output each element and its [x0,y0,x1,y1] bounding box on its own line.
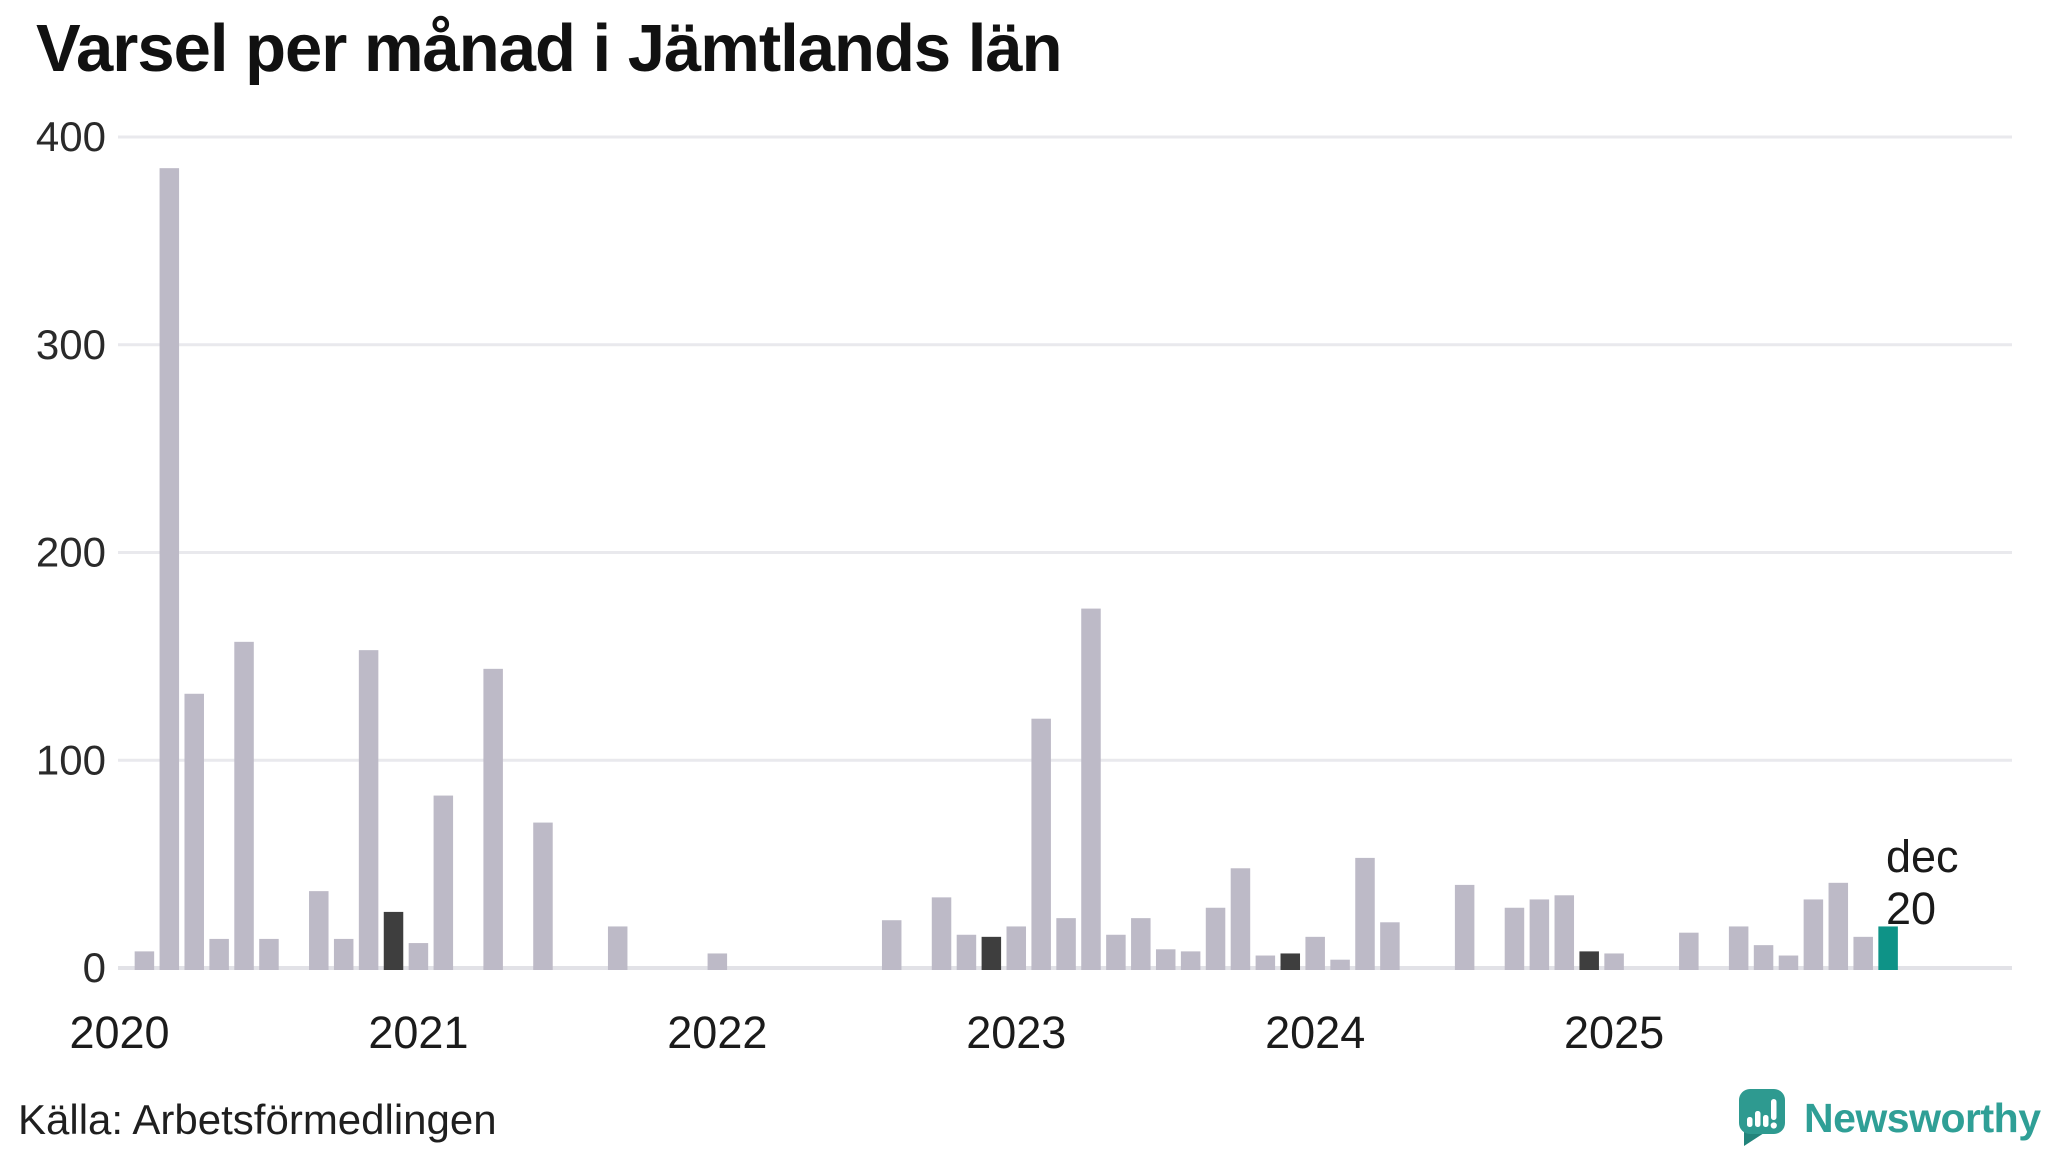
page-title: Varsel per månad i Jämtlands län [36,11,1063,86]
x-tick-label-2025: 2025 [1564,1007,1664,1058]
bubble-body [1739,1089,1785,1134]
bar-2023-02 [1031,718,1051,970]
bar-2025-01 [1604,953,1624,970]
bar-2023-09 [1205,907,1226,970]
highlight-annotation-month: dec [1886,831,1959,882]
bar-2024-02 [1330,959,1350,970]
bar-2020-04 [184,693,204,970]
bar-2022-12 [981,936,1002,970]
x-tick-label-2020: 2020 [69,1007,169,1058]
bar-2024-11 [1554,895,1575,970]
bar-2020-02 [134,951,155,970]
bar-2024-03 [1355,857,1375,970]
bar-2025-08 [1778,955,1799,970]
y-tick-label-200: 200 [36,529,106,576]
y-tick-label-100: 100 [36,736,106,783]
bar-2025-07 [1753,945,1774,970]
y-tick-label-400: 400 [36,113,106,160]
bar-2020-07 [259,938,279,970]
bar-2022-11 [956,934,977,970]
bar-2024-01 [1305,936,1325,970]
newsworthy-bubble-icon [1739,1089,1785,1146]
bar-2024-04 [1380,922,1400,970]
bar-2025-06 [1728,926,1749,970]
bar-2023-10 [1230,868,1251,970]
x-tick-label-2023: 2023 [966,1007,1066,1058]
bar-2021-01 [408,943,429,970]
x-tick-label-2021: 2021 [368,1007,468,1058]
bar-2021-02 [433,795,454,970]
bar-2023-03 [1056,918,1076,970]
bar-2025-11 [1853,936,1873,970]
bar-2020-03 [159,168,180,971]
source-note: Källa: Arbetsförmedlingen [18,1096,497,1143]
bar-2023-07 [1155,949,1176,970]
bar-2021-06 [533,822,553,970]
x-tick-label-2022: 2022 [667,1007,767,1058]
bar-2022-01 [707,953,728,970]
bar-2020-11 [358,650,379,970]
bar-2025-12 [1878,926,1898,970]
bar-2023-01 [1006,926,1027,970]
highlight-annotation-value: 20 [1886,883,1936,934]
bar-2025-04 [1679,932,1699,970]
bar-2025-10 [1828,882,1849,970]
bar-2024-12 [1579,951,1599,970]
bar-2023-04 [1081,608,1101,970]
bar-2024-10 [1529,899,1550,970]
bar-2023-11 [1255,955,1276,970]
y-tick-label-300: 300 [36,321,106,368]
bar-2020-09 [309,891,329,970]
bar-2024-07 [1454,884,1475,970]
bar-2020-06 [234,641,254,970]
bar-2023-06 [1131,918,1151,970]
y-tick-label-0: 0 [83,944,106,991]
bar-2021-09 [607,926,628,970]
bar-2020-05 [209,938,229,970]
bar-2022-08 [881,920,902,970]
bar-2023-12 [1280,953,1301,970]
bar-2021-04 [483,668,503,970]
bar-2020-10 [333,938,354,970]
bar-2023-05 [1106,934,1126,970]
x-tick-label-2024: 2024 [1265,1007,1365,1058]
newsworthy-wordmark: Newsworthy [1804,1094,2041,1141]
newsworthy-logo: Newsworthy [1738,1088,2041,1148]
bar-2020-12 [383,911,404,970]
bar-2023-08 [1180,951,1201,970]
bar-2025-09 [1803,899,1824,970]
bar-2024-09 [1504,907,1525,970]
bar-2022-10 [931,897,952,970]
